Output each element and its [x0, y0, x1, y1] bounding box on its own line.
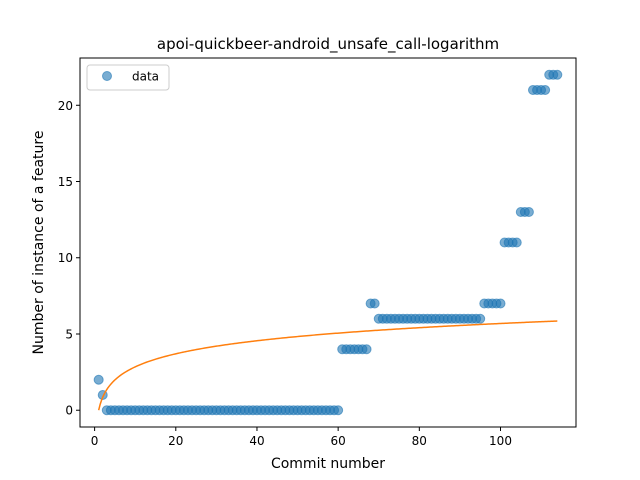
x-tick-label: 100: [489, 434, 512, 448]
legend-marker: [102, 71, 112, 81]
data-point: [540, 85, 551, 96]
x-tick-label: 40: [249, 434, 264, 448]
fit-line: [97, 320, 558, 411]
y-tick-label: 20: [58, 99, 73, 113]
plot-frame: [79, 57, 577, 428]
data-point: [552, 69, 563, 80]
chart-title: apoi-quickbeer-android_unsafe_call-logar…: [157, 35, 499, 54]
data-point: [369, 298, 380, 309]
data-point: [511, 237, 522, 248]
y-tick-label: 5: [65, 327, 73, 341]
data-point: [361, 344, 372, 355]
legend-label-data: data: [132, 70, 159, 84]
data-point: [475, 313, 486, 324]
data-point: [333, 405, 344, 416]
axis-ticks: 0 20 40 60 80 100 0 5 10 15 20: [58, 99, 512, 448]
y-tick-label: 15: [58, 175, 73, 189]
y-tick-label: 10: [58, 251, 73, 265]
x-axis-label: Commit number: [271, 456, 385, 472]
x-tick-label: 60: [331, 434, 346, 448]
data-point: [523, 207, 534, 218]
legend: data: [86, 64, 170, 91]
x-tick-label: 20: [168, 434, 183, 448]
x-tick-label: 80: [412, 434, 427, 448]
y-axis-label: Number of instance of a feature: [31, 131, 47, 355]
data-point: [93, 374, 104, 385]
plot-area: [93, 69, 563, 416]
x-tick-label: 0: [91, 434, 99, 448]
y-tick-label: 0: [65, 404, 73, 418]
data-point: [495, 298, 506, 309]
